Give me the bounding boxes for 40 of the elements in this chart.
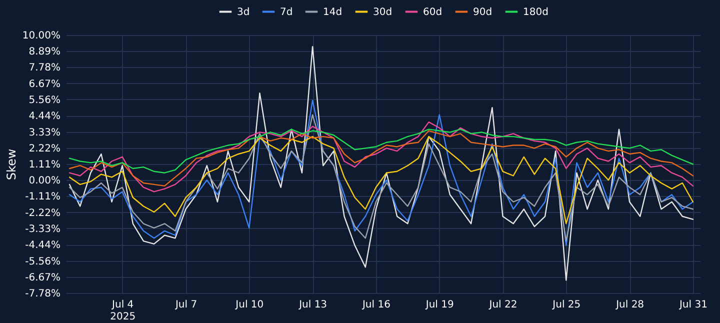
x-tick-label: Jul 7 [174, 300, 198, 310]
x-tick-label: Jul 28 [615, 300, 644, 310]
legend-label: 14d [323, 6, 342, 18]
y-tick-label: 2.22% [28, 143, 60, 154]
y-tick-label: -6.67% [25, 272, 60, 284]
legend-label: 180d [523, 6, 548, 18]
legend-label: 3d [237, 6, 250, 18]
y-tick-label: -3.33% [25, 224, 60, 235]
y-tick-label: 3.33% [28, 127, 60, 138]
x-tick-label: Jul 10 [234, 300, 264, 310]
y-tick-label: -7.78% [25, 288, 60, 300]
y-tick-label: 7.78% [28, 62, 60, 74]
legend-label: 7d [280, 6, 293, 18]
line-series [68, 136, 694, 224]
x-tick-label: Jul 19 [424, 300, 454, 310]
x-tick-label: Jul 16 [361, 300, 390, 310]
y-tick-label: 6.67% [28, 78, 60, 90]
x-tick-label: Jul 4 2025 [110, 300, 136, 322]
y-tick-label: -2.22% [25, 208, 60, 219]
legend-label: 60d [423, 6, 442, 18]
x-tick-label: Jul 13 [298, 300, 328, 310]
x-tick-label: Jul 31 [678, 300, 708, 310]
legend-label: 30d [373, 6, 392, 18]
legend-label: 90d [473, 6, 492, 18]
y-tick-label: 1.11% [28, 160, 60, 170]
line-series [68, 121, 694, 192]
y-tick-label: 8.89% [28, 46, 60, 58]
y-tick-label: -5.56% [25, 256, 60, 268]
line-series [68, 130, 694, 187]
x-tick-label: Jul 22 [488, 300, 518, 310]
x-tick-label: Jul 25 [552, 300, 581, 310]
y-tick-label: -1.11% [25, 192, 60, 203]
line-series [68, 46, 694, 281]
y-tick-label: -4.44% [25, 240, 60, 252]
y-tick-label: 0.00% [28, 176, 60, 187]
y-tick-label: 10.00% [22, 30, 60, 42]
y-tick-label: 4.44% [28, 111, 60, 122]
y-axis-title: Skew [4, 148, 18, 180]
y-tick-label: 5.56% [28, 94, 60, 106]
line-series [68, 128, 694, 174]
